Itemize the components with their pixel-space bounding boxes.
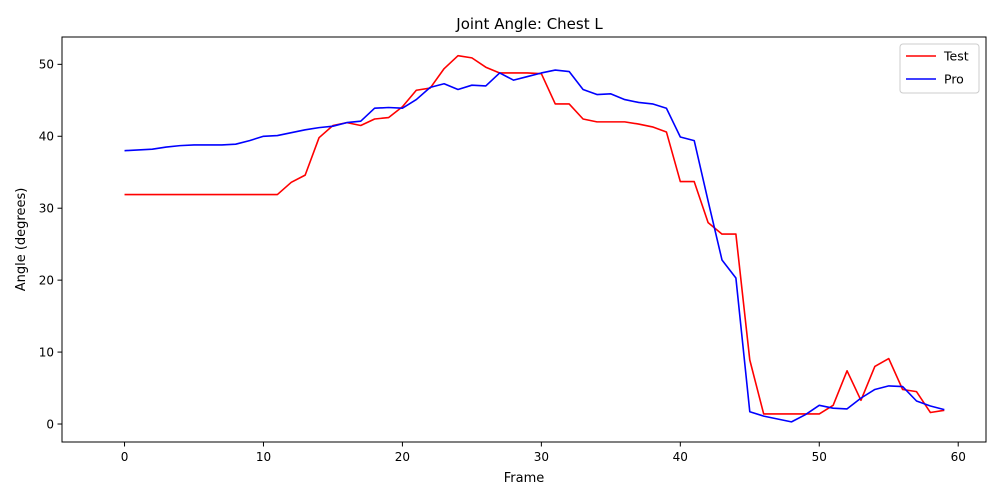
x-tick-label: 60 (951, 450, 966, 464)
x-tick-label: 0 (121, 450, 129, 464)
legend: Test Pro (899, 43, 980, 94)
chart-title: Joint Angle: Chest L (455, 15, 603, 33)
plot-area (61, 36, 987, 443)
x-tick-label: 10 (256, 450, 271, 464)
series-layer (124, 54, 945, 423)
x-tick-label: 50 (812, 450, 827, 464)
x-axis-label: Frame (504, 471, 545, 486)
x-tick-label: 40 (673, 450, 688, 464)
y-tick-label: 0 (46, 417, 54, 431)
legend-label-test: Test (943, 49, 969, 64)
plot-frame (61, 36, 987, 443)
x-tick-label: 20 (395, 450, 410, 464)
y-tick-label: 50 (39, 58, 54, 72)
series-line-pro (124, 69, 945, 423)
legend-label-pro: Pro (944, 72, 964, 87)
x-tick-label: 30 (534, 450, 549, 464)
y-tick-label: 20 (39, 273, 54, 287)
y-tick-label: 10 (39, 345, 54, 359)
y-axis: 0 10 20 30 40 50 (39, 58, 62, 431)
y-tick-label: 30 (39, 202, 54, 216)
y-tick-label: 40 (39, 130, 54, 144)
y-axis-label: Angle (degrees) (14, 188, 29, 292)
x-axis: 0 10 20 30 40 50 60 (121, 442, 966, 464)
